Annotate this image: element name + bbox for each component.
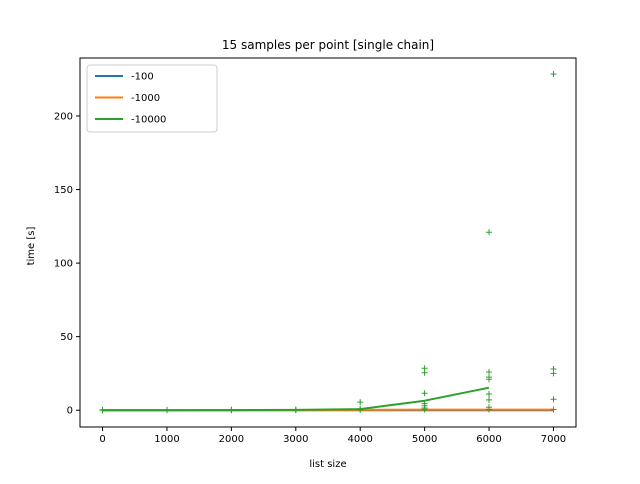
sample-point bbox=[550, 366, 557, 372]
sample-point bbox=[550, 406, 557, 413]
x-tick-label: 0 bbox=[99, 434, 105, 445]
sample-point bbox=[421, 400, 428, 407]
plot-area bbox=[79, 57, 577, 428]
x-tick-label: 7000 bbox=[541, 434, 566, 445]
sample-point bbox=[164, 406, 170, 413]
sample-point bbox=[292, 406, 299, 413]
sample-point bbox=[486, 391, 492, 397]
x-tick-label: 3000 bbox=[283, 434, 308, 445]
sample-point bbox=[357, 399, 364, 406]
sample-point bbox=[421, 365, 428, 372]
y-tick-label: 100 bbox=[54, 259, 73, 270]
sample-point bbox=[228, 406, 235, 413]
x-tick-label: 1000 bbox=[154, 434, 179, 445]
legend-label: -1000 bbox=[131, 93, 160, 104]
sample-point bbox=[486, 396, 492, 403]
sample-point bbox=[486, 229, 492, 236]
x-tick-label: 2000 bbox=[219, 434, 244, 445]
sample-point bbox=[550, 396, 557, 403]
y-tick-label: 200 bbox=[54, 111, 73, 122]
plot-frame bbox=[79, 57, 577, 428]
chart-title: 15 samples per point [single chain] bbox=[222, 38, 434, 52]
legend-label: -100 bbox=[131, 72, 154, 83]
sample-point bbox=[486, 369, 492, 375]
x-tick-label: 5000 bbox=[412, 434, 437, 445]
sample-point bbox=[486, 404, 492, 411]
y-tick-label: 150 bbox=[54, 185, 73, 196]
legend-label: -10000 bbox=[131, 115, 166, 126]
legend-box bbox=[86, 64, 218, 133]
x-tick-label: 6000 bbox=[476, 434, 501, 445]
y-tick-label: 0 bbox=[67, 406, 73, 417]
legend: -100 -1000 -10000 bbox=[86, 64, 218, 133]
y-tick-label: 50 bbox=[60, 332, 73, 343]
x-axis-label: list size bbox=[309, 459, 346, 470]
sample-point bbox=[550, 71, 557, 77]
y-axis-ticks: 0 50 100 150 200 bbox=[54, 111, 80, 417]
sample-point bbox=[421, 390, 428, 397]
y-axis-label: time [s] bbox=[26, 227, 37, 266]
x-axis-ticks: 0 1000 2000 3000 4000 5000 6000 7000 bbox=[99, 427, 566, 445]
sample-point bbox=[486, 374, 492, 381]
sample-point bbox=[99, 406, 106, 413]
sample-point bbox=[357, 405, 364, 412]
x-tick-label: 4000 bbox=[347, 434, 372, 445]
